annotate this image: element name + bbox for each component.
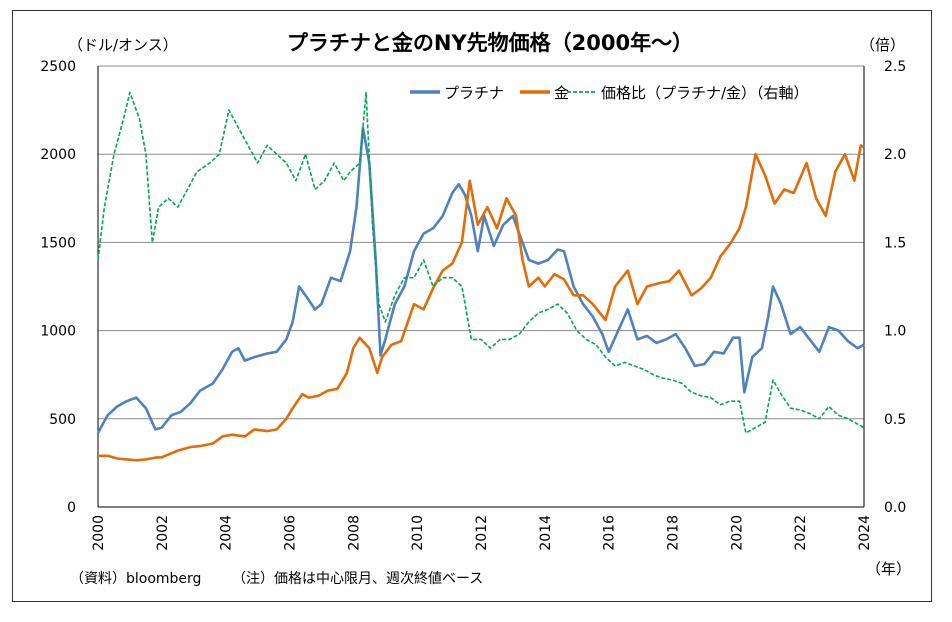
- x-axis-unit: （年）: [866, 560, 911, 578]
- y-left-tick-label: 2000: [40, 147, 76, 163]
- y-right-tick-label: 2.0: [884, 147, 906, 163]
- y-left-tick-label: 0: [67, 500, 76, 516]
- x-tick-label: 2010: [410, 515, 426, 551]
- grid-lines: [98, 65, 864, 420]
- y-left-tick-label: 1000: [40, 324, 76, 340]
- legend: プラチナ 金 価格比（プラチナ/金）（右軸）: [410, 84, 809, 102]
- chart-title: プラチナと金のNY先物価格（2000年～）: [287, 31, 693, 55]
- y-right-tick-label: 0.5: [884, 412, 906, 428]
- y-right-tick-label: 0.0: [884, 500, 906, 516]
- y-right-tick-label: 1.5: [884, 235, 906, 251]
- x-tick-label: 2002: [155, 515, 171, 551]
- y-right-tick-label: 2.5: [884, 59, 906, 75]
- series-lines: [96, 91, 865, 462]
- x-tick-label: 2012: [474, 515, 490, 551]
- legend-label: 価格比（プラチナ/金）（右軸）: [601, 84, 809, 102]
- tick-labels: 0 500 1000 1500 2000 2500 0.0 0.5 1.0 1.5 2.0 2.5 20…: [40, 59, 906, 551]
- x-tick-label: 2006: [283, 515, 299, 551]
- x-tick-label: 2016: [602, 515, 618, 551]
- y-right-tick-label: 1.0: [884, 324, 906, 340]
- legend-label: プラチナ: [444, 84, 504, 102]
- x-tick-label: 2020: [729, 515, 745, 551]
- axes: [97, 66, 865, 508]
- x-tick-label: 2008: [346, 515, 362, 551]
- y-left-tick-label: 2500: [40, 59, 76, 75]
- series-line: [98, 144, 865, 462]
- source-note: （資料）bloomberg: [70, 571, 201, 587]
- chart-frame: [12, 10, 932, 602]
- footnote: （注）価格は中心限月、週次終値ベース: [232, 571, 483, 587]
- legend-label: 金: [554, 84, 569, 102]
- x-tick-label: 2024: [857, 515, 873, 551]
- x-tick-label: 2004: [219, 515, 235, 551]
- x-tick-label: 2014: [538, 515, 554, 551]
- series-line: [96, 126, 865, 434]
- x-tick-label: 2022: [793, 515, 809, 551]
- y-left-tick-label: 1500: [40, 235, 76, 251]
- series-line: [97, 91, 865, 434]
- right-axis-unit: （倍）: [860, 36, 905, 54]
- x-tick-label: 2000: [91, 515, 107, 551]
- x-tick-label: 2018: [666, 515, 682, 551]
- left-axis-unit: （ドル/オンス）: [68, 36, 178, 54]
- y-left-tick-label: 500: [49, 412, 76, 428]
